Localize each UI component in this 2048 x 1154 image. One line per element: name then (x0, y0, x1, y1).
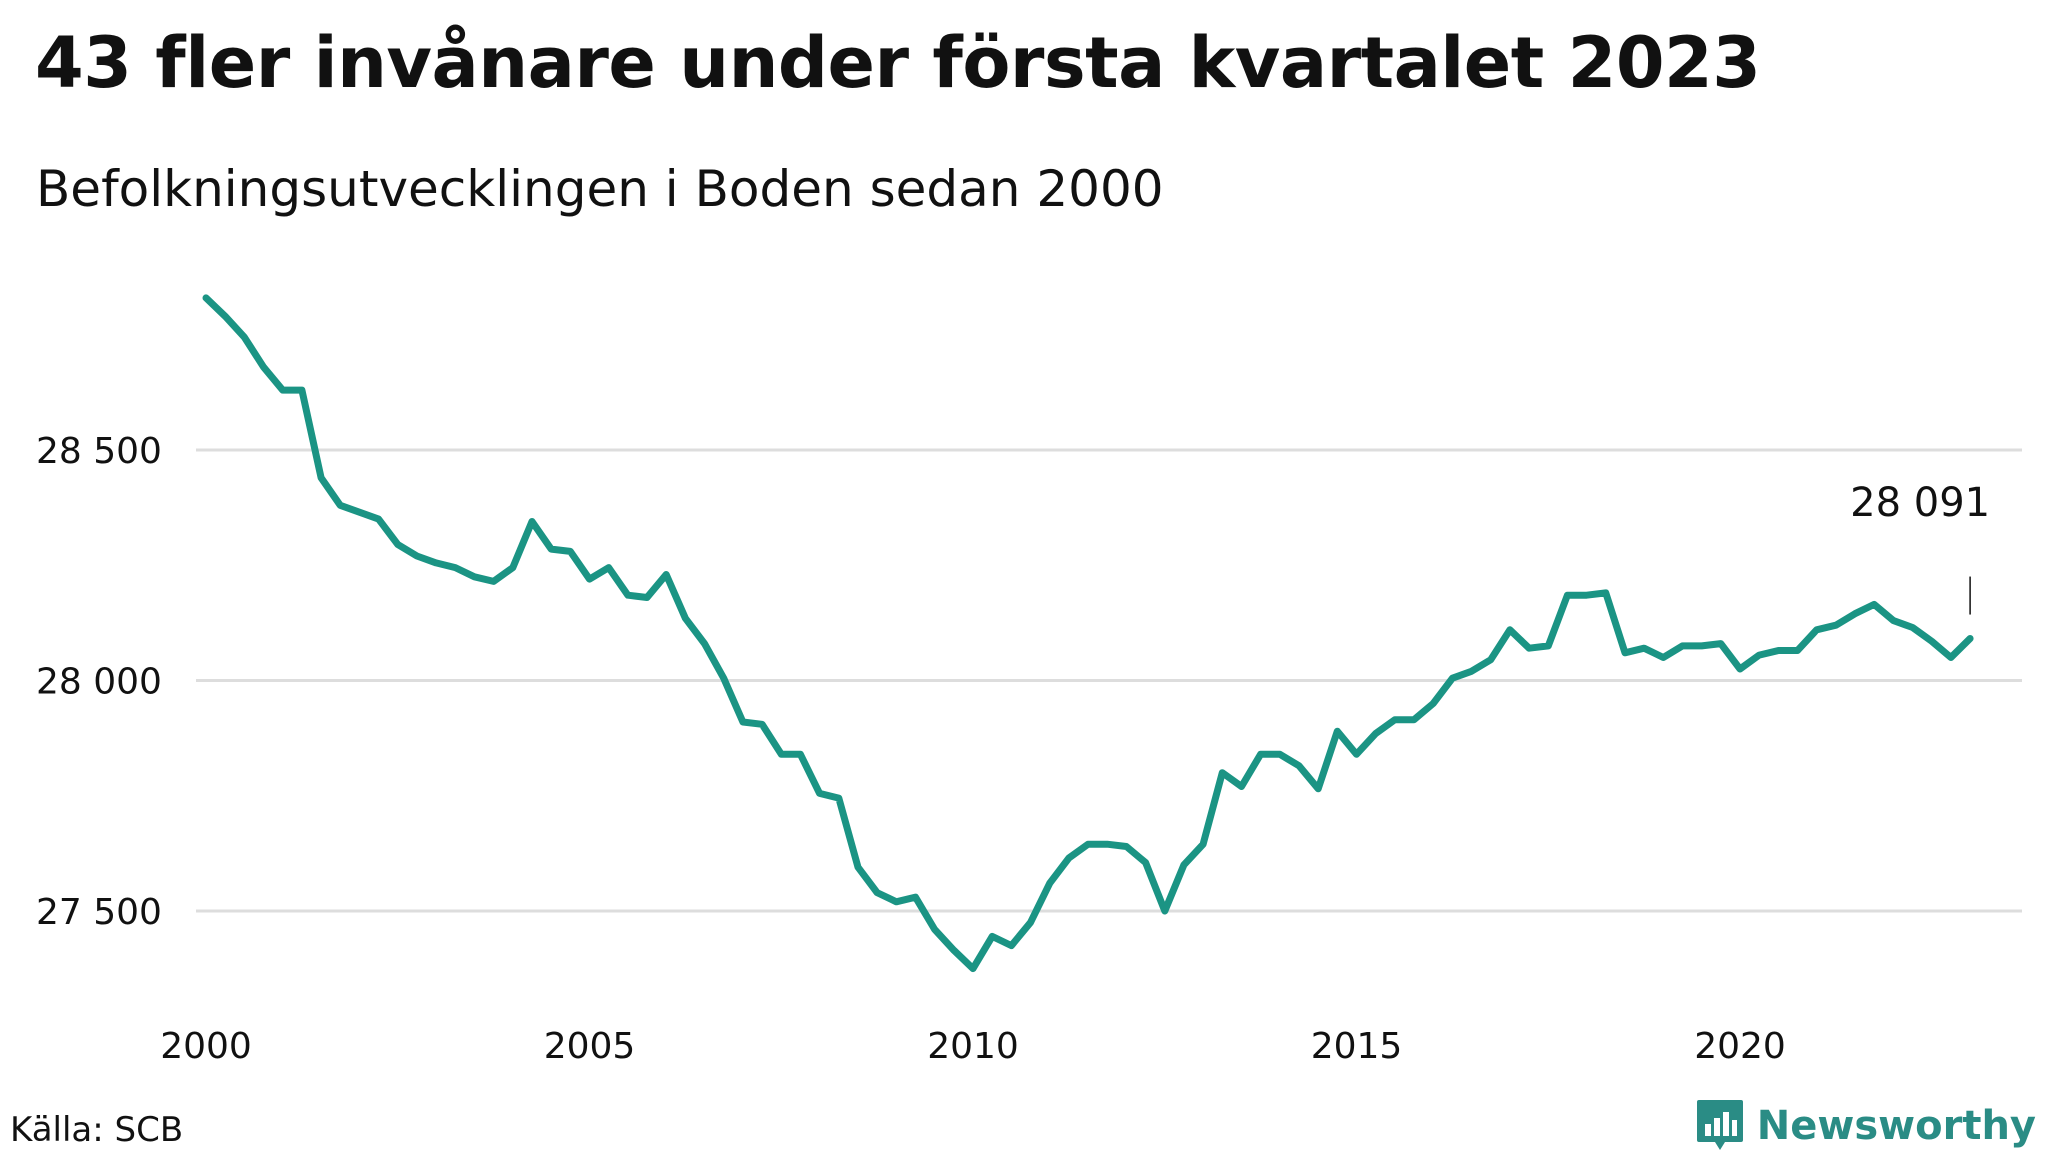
y-tick-label: 28 000 (36, 662, 162, 703)
brand-logo[interactable]: Newsworthy (1695, 1098, 2036, 1154)
chart-subtitle: Befolkningsutvecklingen i Boden sedan 20… (36, 160, 1164, 218)
x-tick-label: 2000 (160, 1026, 252, 1067)
y-axis: 27 500 28 000 28 500 (36, 431, 162, 933)
series-layer (202, 294, 1974, 973)
series-line (202, 294, 1974, 973)
x-tick-label: 2005 (544, 1026, 636, 1067)
annotation: 28 091 (1850, 480, 1990, 615)
brand-name: Newsworthy (1756, 1103, 2036, 1149)
y-tick-label: 27 500 (36, 892, 162, 933)
newsworthy-logo-icon (1696, 1100, 1743, 1150)
annotation-label: 28 091 (1850, 480, 1990, 526)
x-axis: 2000 2005 2010 2015 2020 (160, 1026, 1786, 1067)
y-tick-label: 28 500 (36, 431, 162, 472)
chart-title: 43 fler invånare under första kvartalet … (35, 22, 1761, 104)
x-tick-label: 2015 (1311, 1026, 1403, 1067)
x-tick-label: 2020 (1694, 1026, 1786, 1067)
x-tick-label: 2010 (927, 1026, 1019, 1067)
source-note: Källa: SCB (10, 1110, 184, 1150)
gridlines (196, 448, 2022, 913)
